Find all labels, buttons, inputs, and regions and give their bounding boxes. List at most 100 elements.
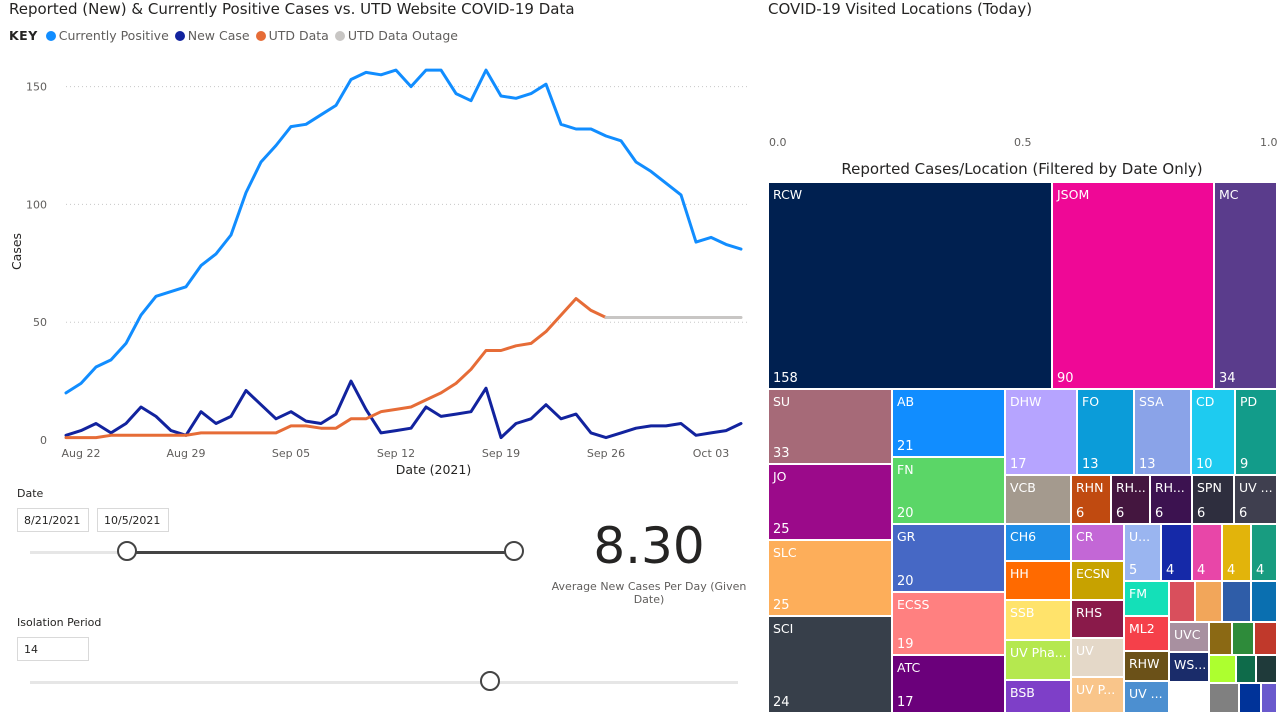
treemap-cell-uvp[interactable]: UV P... [1071, 677, 1124, 713]
treemap-cell-label: UV P... [1076, 682, 1116, 697]
treemap-cell[interactable]: 4 [1161, 524, 1192, 581]
treemap-cell-vcb[interactable]: VCB [1005, 475, 1071, 524]
treemap-cell-small[interactable] [1169, 581, 1195, 622]
series-line-new-case [64, 379, 743, 440]
treemap-cell-label: FO [1082, 394, 1100, 409]
treemap-cell-label: SSB [1010, 605, 1035, 620]
legend-item-new-case[interactable]: New Case [174, 28, 250, 43]
treemap-cell-uvc[interactable]: UVC [1169, 622, 1209, 652]
y-tick-label: 100 [26, 198, 47, 211]
treemap-cell[interactable]: 4 [1222, 524, 1251, 581]
legend-dot-icon [45, 30, 56, 41]
date-start-input[interactable]: 8/21/2021 [17, 508, 89, 532]
treemap-cell-label: MC [1219, 187, 1239, 202]
treemap-cell-slc[interactable]: SLC 25 [768, 540, 892, 616]
treemap-cell-small[interactable] [1251, 581, 1277, 622]
treemap-cell-value: 6 [1197, 506, 1206, 521]
treemap-cell-label: DHW [1010, 394, 1042, 409]
treemap-cell-jo[interactable]: JO 25 [768, 464, 892, 540]
treemap-cell-uv[interactable]: UV ... [1124, 681, 1169, 713]
treemap-cell-ecsn[interactable]: ECSN [1071, 561, 1124, 600]
treemap-title: Reported Cases/Location (Filtered by Dat… [841, 160, 1203, 178]
treemap-cell-gr[interactable]: GR 20 [892, 524, 1005, 592]
treemap-cell-label: SPN [1197, 480, 1222, 495]
treemap-cell-ws[interactable]: WS... [1169, 652, 1209, 682]
treemap-cell-uvpha[interactable]: UV Pha... [1005, 640, 1071, 680]
treemap-cell[interactable]: 4 [1251, 524, 1277, 581]
x-tick-label: Oct 03 [693, 447, 730, 460]
treemap-cell-rh[interactable]: RH... 6 [1150, 475, 1192, 524]
treemap-cell-small[interactable] [1236, 655, 1256, 683]
chart-legend: KEY Currently Positive New Case UTD Data… [9, 28, 464, 43]
treemap-cell-value: 13 [1082, 457, 1099, 472]
treemap-cell-small[interactable] [1254, 622, 1277, 655]
treemap-cell[interactable]: 4 [1192, 524, 1222, 581]
treemap-cell-value: 5 [1129, 563, 1138, 578]
treemap-cell-sci[interactable]: SCI 24 [768, 616, 892, 713]
treemap-cell-small[interactable] [1209, 683, 1239, 713]
treemap-cell-label: ATC [897, 660, 921, 675]
legend-item-utd-data-outage[interactable]: UTD Data Outage [334, 28, 458, 43]
treemap-cell-label: CH6 [1010, 529, 1037, 544]
treemap-cell-small[interactable] [1232, 622, 1254, 655]
date-end-input[interactable]: 10/5/2021 [97, 508, 169, 532]
treemap-cell-rhn[interactable]: RHN 6 [1071, 475, 1111, 524]
treemap-cell-ssb[interactable]: SSB [1005, 600, 1071, 640]
line-chart[interactable]: 0 50 100 150 Aug 22 Aug 29 Sep 05 Sep 12 Sep 19 S… [0, 55, 760, 480]
isolation-slider-handle[interactable] [480, 671, 501, 691]
treemap[interactable]: RCW 158 JSOM 90 MC 34 SU 33 JO 25 SLC 25 SCI 24 AB 21 FN… [768, 182, 1277, 713]
treemap-cell-atc[interactable]: ATC 17 [892, 655, 1005, 713]
treemap-cell-uv[interactable]: UV ... 6 [1234, 475, 1277, 524]
treemap-cell-small[interactable] [1209, 655, 1236, 683]
treemap-cell-label: FM [1129, 586, 1147, 601]
y-tick-label: 0 [40, 434, 47, 447]
treemap-cell-label: RCW [773, 187, 803, 202]
legend-item-utd-data[interactable]: UTD Data [255, 28, 329, 43]
treemap-cell-value: 34 [1219, 371, 1236, 386]
isolation-slider-track[interactable] [30, 681, 738, 684]
date-slider-start-handle[interactable] [116, 541, 137, 561]
treemap-cell-label: JSOM [1057, 187, 1090, 202]
isolation-period-input[interactable]: 14 [17, 637, 89, 661]
treemap-cell-fm[interactable]: FM [1124, 581, 1169, 616]
treemap-cell-rh[interactable]: RH... 6 [1111, 475, 1150, 524]
treemap-cell-mc[interactable]: MC 34 [1214, 182, 1277, 389]
treemap-cell-label: UV Pha... [1010, 645, 1067, 660]
treemap-cell-value: 4 [1166, 563, 1175, 578]
treemap-cell-rhw[interactable]: RHW [1124, 651, 1169, 681]
treemap-cell-dhw[interactable]: DHW 17 [1005, 389, 1077, 475]
treemap-cell-pd[interactable]: PD 9 [1235, 389, 1277, 475]
treemap-cell-label: UV ... [1129, 686, 1163, 701]
treemap-cell-uv[interactable]: UV [1071, 638, 1124, 677]
treemap-cell-small[interactable] [1209, 622, 1232, 655]
x-axis-title: Date (2021) [396, 462, 471, 477]
treemap-cell-spn[interactable]: SPN 6 [1192, 475, 1234, 524]
treemap-cell-cd[interactable]: CD 10 [1191, 389, 1235, 475]
treemap-cell-small[interactable] [1256, 655, 1277, 683]
treemap-cell-rhs[interactable]: RHS [1071, 600, 1124, 638]
treemap-cell-bsb[interactable]: BSB [1005, 680, 1071, 713]
treemap-cell-su[interactable]: SU 33 [768, 389, 892, 464]
treemap-cell-small[interactable] [1239, 683, 1261, 713]
treemap-cell-small[interactable] [1261, 683, 1277, 713]
treemap-cell-fn[interactable]: FN 20 [892, 457, 1005, 524]
treemap-cell-small[interactable] [1195, 581, 1222, 622]
legend-item-currently-positive[interactable]: Currently Positive [45, 28, 169, 43]
treemap-cell-label: SCI [773, 621, 794, 636]
treemap-cell-label: RH... [1155, 480, 1185, 495]
treemap-cell-ssa[interactable]: SSA 13 [1134, 389, 1191, 475]
treemap-cell-jsom[interactable]: JSOM 90 [1052, 182, 1214, 389]
treemap-cell-ab[interactable]: AB 21 [892, 389, 1005, 457]
treemap-cell-small[interactable] [1222, 581, 1251, 622]
treemap-cell-ecss[interactable]: ECSS 19 [892, 592, 1005, 655]
treemap-cell-cr[interactable]: CR [1071, 524, 1124, 561]
treemap-cell-fo[interactable]: FO 13 [1077, 389, 1134, 475]
treemap-cell-ml2[interactable]: ML2 [1124, 616, 1169, 651]
treemap-cell-hh[interactable]: HH [1005, 561, 1071, 600]
date-slider-end-handle[interactable] [504, 541, 524, 561]
x-tick-label: Sep 05 [272, 447, 310, 460]
visited-axis-tick: 1.0 [1260, 136, 1278, 149]
treemap-cell-u[interactable]: U... 5 [1124, 524, 1161, 581]
treemap-cell-rcw[interactable]: RCW 158 [768, 182, 1052, 389]
treemap-cell-ch6[interactable]: CH6 [1005, 524, 1071, 561]
